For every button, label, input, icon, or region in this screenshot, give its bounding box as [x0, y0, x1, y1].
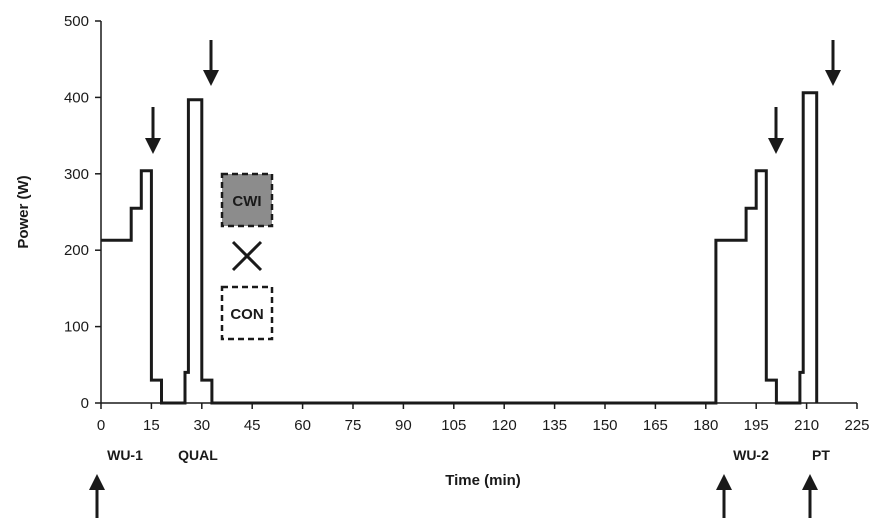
phase-label: PT	[812, 447, 830, 463]
y-tick-label: 200	[64, 242, 89, 259]
y-tick-label: 500	[64, 13, 89, 30]
arrow-down-icon	[145, 107, 161, 154]
y-axis-title: Power (W)	[15, 175, 32, 248]
x-tick-label: 165	[643, 417, 668, 434]
arrow-down-icon	[768, 107, 784, 154]
phase-label: WU-1	[107, 447, 143, 463]
arrow-up-icon	[716, 474, 732, 518]
x-tick-label: 105	[441, 417, 466, 434]
x-tick-label: 45	[244, 417, 261, 434]
x-tick-label: 135	[542, 417, 567, 434]
x-tick-label: 120	[492, 417, 517, 434]
x-tick-label: 195	[744, 417, 769, 434]
y-tick-label: 400	[64, 89, 89, 106]
arrow-down-icon	[203, 40, 219, 86]
con-box	[220, 285, 274, 341]
series-layer	[101, 91, 819, 405]
condition-annotation: CWI CON	[220, 172, 274, 341]
arrow-down-icon	[825, 40, 841, 86]
x-axis-title: Time (min)	[445, 472, 521, 489]
x-ticks: 0 15 30 45 60 75 90 105 120 135 150 165 180 195 210 225	[97, 403, 870, 434]
x-tick-label: 30	[193, 417, 210, 434]
arrows	[89, 40, 841, 518]
con-label: CON	[230, 306, 263, 323]
phase-labels: WU-1 QUAL WU-2 PT	[107, 447, 830, 463]
x-tick-label: 180	[693, 417, 718, 434]
cwi-box	[220, 172, 274, 228]
y-tick-label: 0	[81, 395, 89, 412]
cwi-label: CWI	[232, 193, 261, 210]
x-tick-label: 60	[294, 417, 311, 434]
cross-stroke	[231, 240, 263, 272]
x-tick-label: 15	[143, 417, 160, 434]
arrow-up-icon	[802, 474, 818, 518]
arrow-up-icon	[89, 474, 105, 518]
cross-icon	[231, 240, 263, 272]
x-tick-label: 225	[844, 417, 869, 434]
phase-label: WU-2	[733, 447, 769, 463]
y-tick-label: 300	[64, 166, 89, 183]
x-tick-label: 150	[592, 417, 617, 434]
x-tick-label: 90	[395, 417, 412, 434]
x-tick-label: 0	[97, 417, 105, 434]
y-ticks: 0 100 200 300 400 500	[64, 13, 101, 412]
x-tick-label: 210	[794, 417, 819, 434]
phase-label: QUAL	[178, 447, 218, 463]
y-tick-label: 100	[64, 319, 89, 336]
power-series-line	[101, 91, 819, 405]
x-tick-label: 75	[345, 417, 362, 434]
